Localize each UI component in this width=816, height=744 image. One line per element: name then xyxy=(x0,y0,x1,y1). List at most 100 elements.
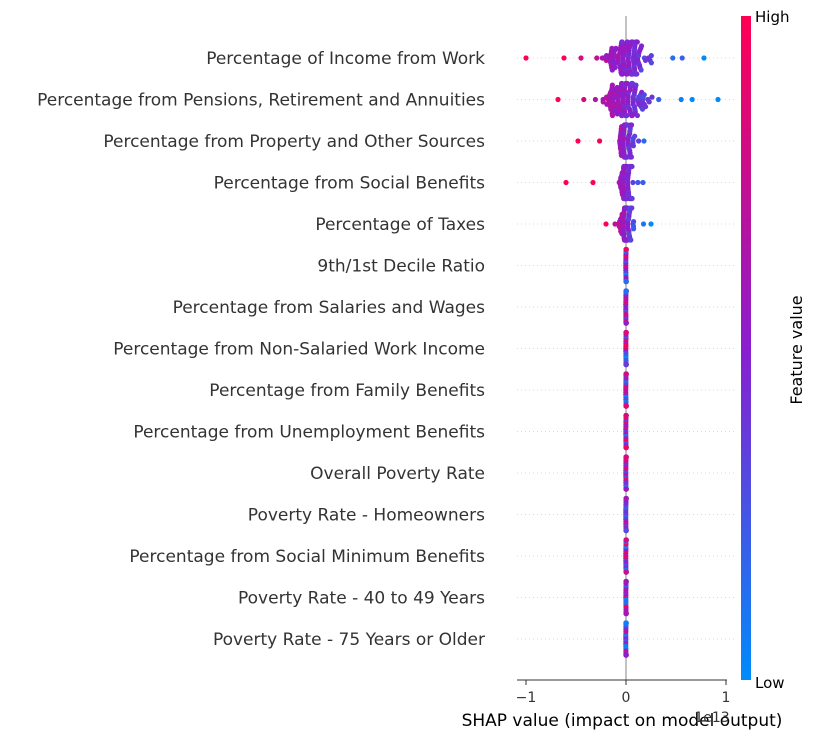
shap-point xyxy=(623,620,629,626)
shap-point xyxy=(623,454,629,460)
shap-point xyxy=(623,444,629,451)
shap-point xyxy=(612,221,618,227)
shap-point xyxy=(603,221,609,227)
colorbar-high-label: High xyxy=(755,8,789,26)
shap-point xyxy=(646,99,652,105)
shap-point xyxy=(638,43,645,49)
feature-label: Percentage of Income from Work xyxy=(206,49,485,69)
shap-point xyxy=(597,138,603,144)
shap-point xyxy=(623,652,629,658)
shap-point xyxy=(623,527,629,534)
shap-point xyxy=(701,55,707,61)
feature-label: 9th/1st Decile Ratio xyxy=(317,257,485,277)
shap-point xyxy=(634,39,640,45)
shap-point xyxy=(594,55,600,61)
shap-point xyxy=(678,96,684,103)
shap-point xyxy=(689,96,695,103)
shap-point xyxy=(629,195,635,202)
feature-label: Overall Poverty Rate xyxy=(310,464,485,484)
shap-point xyxy=(715,96,721,103)
shap-point xyxy=(656,96,662,103)
feature-labels: Percentage of Income from Work Percentage… xyxy=(37,49,485,650)
shap-point xyxy=(632,133,638,139)
shap-point xyxy=(636,138,642,144)
feature-label: Percentage from Pensions, Retirement and… xyxy=(37,91,485,111)
shap-point xyxy=(641,138,647,144)
shap-point xyxy=(670,55,676,61)
shap-point xyxy=(623,495,629,502)
x-axis-offset-text: 1e13 xyxy=(694,710,729,726)
shap-point xyxy=(592,96,599,103)
shap-point xyxy=(631,219,637,225)
shap-point xyxy=(628,122,635,128)
shap-point xyxy=(640,179,646,186)
feature-label: Percentage from Social Minimum Benefits xyxy=(129,547,485,567)
shap-point xyxy=(609,112,616,119)
shap-point xyxy=(623,412,629,419)
shap-point xyxy=(590,179,596,186)
shap-point xyxy=(630,179,636,186)
shap-point xyxy=(609,82,616,88)
feature-label: Percentage from Property and Other Sourc… xyxy=(103,132,485,152)
x-axis-ticks: −1 0 1 xyxy=(516,680,731,706)
feature-label: Poverty Rate - 40 to 49 Years xyxy=(238,589,485,609)
feature-label: Percentage from Salaries and Wages xyxy=(173,298,486,318)
shap-point xyxy=(581,96,587,103)
feature-label: Percentage from Social Benefits xyxy=(214,174,486,194)
colorbar xyxy=(741,16,751,680)
shap-point xyxy=(641,92,647,98)
x-tick-label: 0 xyxy=(622,690,631,706)
shap-point xyxy=(623,329,629,336)
shap-points xyxy=(523,39,721,658)
shap-point xyxy=(648,221,654,227)
shap-point xyxy=(623,246,629,253)
shap-point xyxy=(629,205,635,211)
shap-point xyxy=(623,537,629,543)
shap-point xyxy=(623,569,629,575)
colorbar-low-label: Low xyxy=(755,674,785,692)
shap-point xyxy=(614,111,620,117)
x-tick-label: 1 xyxy=(722,690,731,706)
feature-label: Percentage from Non-Salaried Work Income xyxy=(113,340,485,360)
shap-point xyxy=(638,67,644,73)
feature-label: Poverty Rate - 75 Years or Older xyxy=(213,630,485,650)
shap-point xyxy=(628,237,634,243)
shap-point xyxy=(648,60,655,66)
shap-point xyxy=(623,486,629,492)
shap-point xyxy=(648,53,654,59)
feature-label: Percentage from Family Benefits xyxy=(209,381,485,401)
shap-point xyxy=(679,55,685,61)
shap-point xyxy=(623,320,629,326)
shap-point xyxy=(649,94,655,100)
shap-point xyxy=(631,226,637,232)
shap-point xyxy=(640,221,647,227)
shap-point xyxy=(623,403,629,409)
x-axis-label: SHAP value (impact on model output) xyxy=(462,711,783,731)
shap-point xyxy=(630,143,637,149)
feature-label: Poverty Rate - Homeowners xyxy=(248,506,485,526)
shap-point xyxy=(623,288,629,294)
shap-point xyxy=(634,112,641,119)
shap-point xyxy=(623,371,629,377)
shap-point xyxy=(633,82,639,88)
shap-point xyxy=(613,45,619,52)
shap-point xyxy=(578,55,584,61)
shap-point xyxy=(600,99,606,105)
x-tick-label: −1 xyxy=(516,690,537,706)
colorbar-title: Feature value xyxy=(787,295,806,404)
shap-point xyxy=(623,278,629,285)
shap-point xyxy=(523,55,529,61)
shap-point xyxy=(635,179,641,186)
shap-point xyxy=(623,578,629,585)
shap-point xyxy=(575,138,581,144)
shap-point xyxy=(555,96,561,103)
shap-point xyxy=(624,80,630,87)
shap-point xyxy=(563,179,569,186)
shap-point xyxy=(619,39,625,45)
feature-label: Percentage from Unemployment Benefits xyxy=(133,423,485,443)
shap-point xyxy=(623,361,629,368)
shap-point xyxy=(624,112,630,119)
shap-point xyxy=(623,610,629,617)
